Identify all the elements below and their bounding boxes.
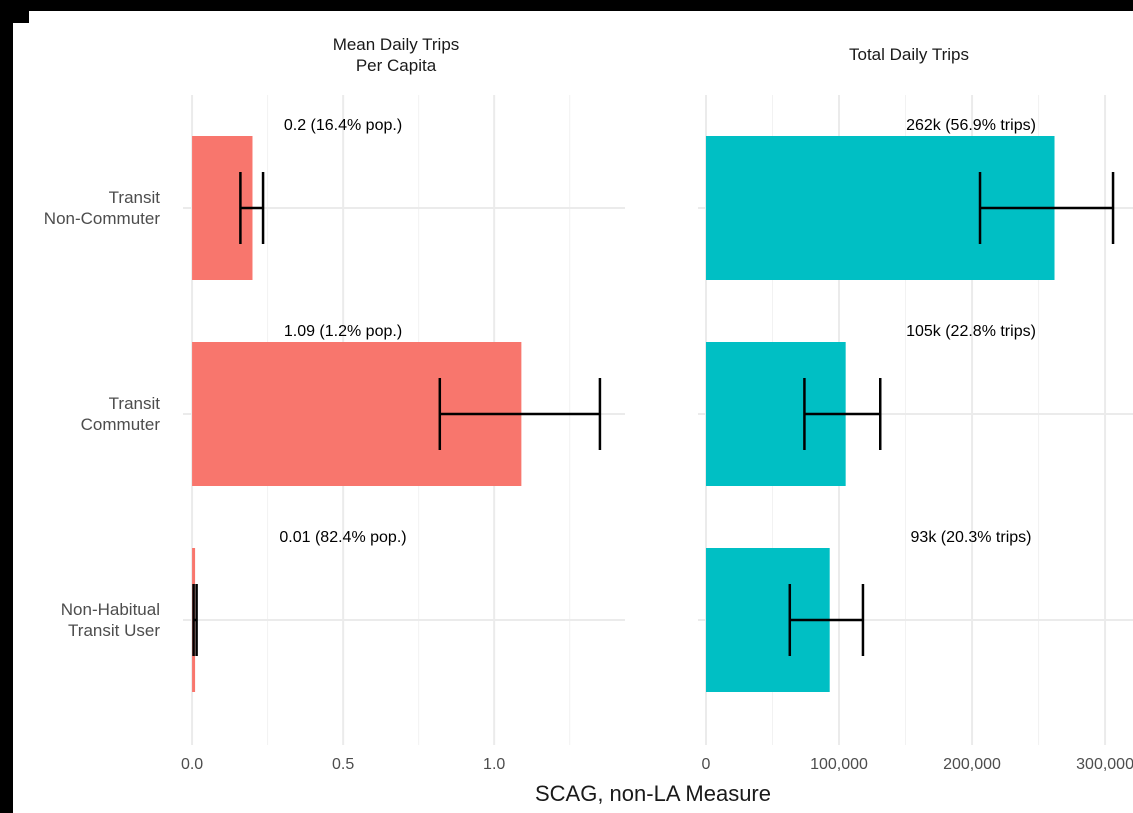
value-label: 0.2 (16.4% pop.) (284, 117, 402, 134)
panel-title: Total Daily Trips (849, 45, 969, 64)
x-tick-label: 0 (702, 756, 711, 773)
value-label: 262k (56.9% trips) (906, 117, 1036, 134)
frame-top (0, 0, 1133, 11)
x-tick-label: 1.0 (483, 756, 505, 773)
x-tick-label: 0.0 (181, 756, 203, 773)
frame-left (0, 0, 13, 813)
y-tick-label: Transit Commuter (80, 394, 160, 434)
x-tick-label: 200,000 (943, 756, 1001, 773)
x-tick-label: 0.5 (332, 756, 354, 773)
frame-notch (13, 11, 29, 23)
value-label: 1.09 (1.2% pop.) (284, 323, 402, 340)
value-label: 93k (20.3% trips) (911, 529, 1032, 546)
panel-title: Mean Daily Trips Per Capita (332, 35, 460, 75)
x-tick-label: 300,000 (1076, 756, 1133, 773)
value-label: 105k (22.8% trips) (906, 323, 1036, 340)
x-tick-label: 100,000 (810, 756, 868, 773)
y-tick-label: Non-Habitual Transit User (60, 600, 160, 640)
y-tick-label: Transit Non-Commuter (43, 188, 160, 228)
x-axis-title: SCAG, non-LA Measure (535, 781, 771, 806)
value-label: 0.01 (82.4% pop.) (279, 529, 406, 546)
